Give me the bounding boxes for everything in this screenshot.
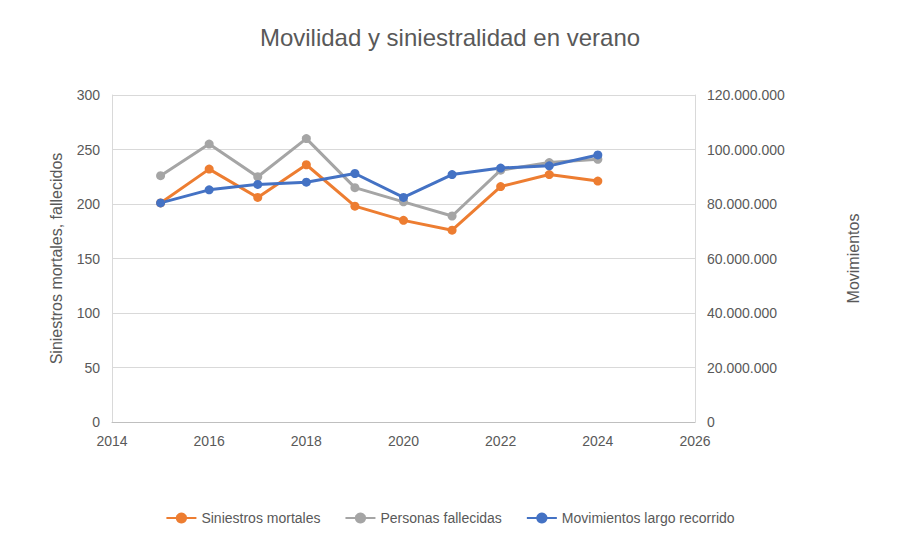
svg-text:0: 0: [92, 414, 100, 430]
svg-text:300: 300: [77, 87, 101, 103]
svg-text:20.000.000: 20.000.000: [707, 360, 777, 376]
svg-text:Personas fallecidas: Personas fallecidas: [380, 510, 501, 526]
svg-text:Movimientos: Movimientos: [845, 214, 862, 304]
svg-text:250: 250: [77, 142, 101, 158]
svg-text:0: 0: [707, 414, 715, 430]
svg-text:2014: 2014: [96, 433, 127, 449]
svg-text:2016: 2016: [194, 433, 225, 449]
svg-text:60.000.000: 60.000.000: [707, 251, 777, 267]
svg-text:100: 100: [77, 305, 101, 321]
svg-text:50: 50: [84, 360, 100, 376]
svg-text:200: 200: [77, 196, 101, 212]
svg-text:Siniestros mortales, fallecido: Siniestros mortales, fallecidos: [48, 153, 65, 365]
svg-text:Movimientos largo recorrido: Movimientos largo recorrido: [562, 510, 735, 526]
svg-text:120.000.000: 120.000.000: [707, 87, 785, 103]
svg-text:Movilidad y siniestralidad en: Movilidad y siniestralidad en verano: [260, 24, 640, 51]
svg-text:40.000.000: 40.000.000: [707, 305, 777, 321]
svg-text:2018: 2018: [291, 433, 322, 449]
svg-text:2020: 2020: [388, 433, 419, 449]
svg-text:100.000.000: 100.000.000: [707, 142, 785, 158]
svg-text:Siniestros mortales: Siniestros mortales: [201, 510, 320, 526]
svg-text:80.000.000: 80.000.000: [707, 196, 777, 212]
svg-text:2026: 2026: [679, 433, 710, 449]
svg-text:2022: 2022: [485, 433, 516, 449]
svg-text:150: 150: [77, 251, 101, 267]
svg-text:2024: 2024: [582, 433, 613, 449]
